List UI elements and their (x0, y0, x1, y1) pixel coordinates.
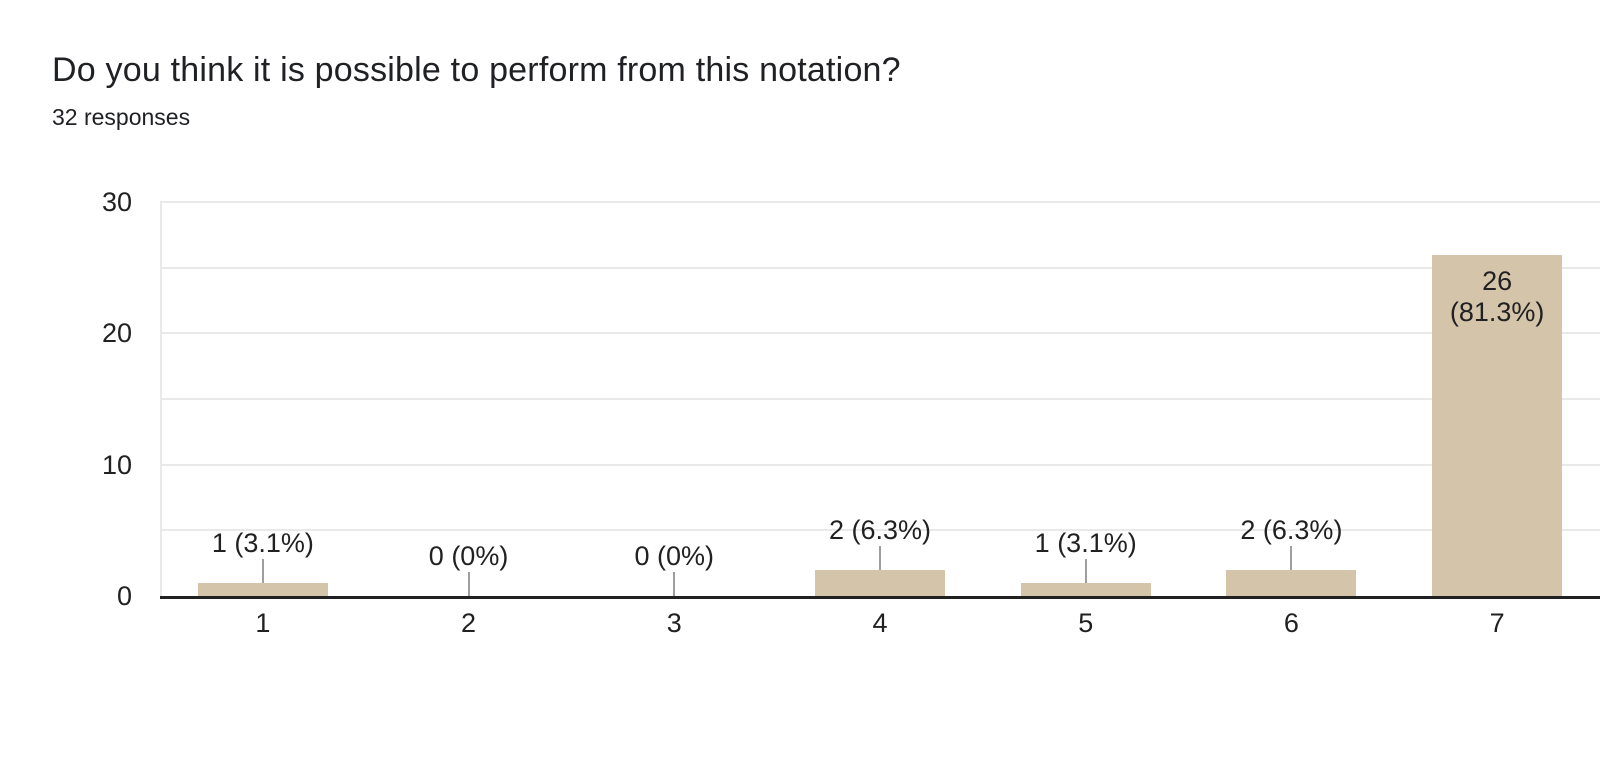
x-axis-tick-label: 3 (666, 608, 682, 638)
annotation-stem (467, 572, 470, 596)
x-axis-tick-label: 6 (1283, 608, 1299, 638)
gridline (160, 266, 1600, 269)
annotation-stem (1290, 545, 1293, 570)
x-axis-tick-label: 4 (872, 608, 888, 638)
bar-annotation: 0 (0%) (359, 541, 579, 596)
gridline (160, 463, 1600, 466)
bar-category-5[interactable] (1020, 582, 1151, 596)
bar-value-label: 1 (3.1%) (1034, 527, 1137, 558)
response-count: 32 responses (52, 104, 191, 130)
bar-category-7[interactable]: 26 (81.3%) (1432, 254, 1563, 596)
bar-annotation: 2 (6.3%) (1181, 515, 1401, 570)
bar-value-label: 2 (6.3%) (828, 514, 932, 545)
annotation-stem (673, 572, 676, 596)
bar-annotation: 0 (0%) (564, 541, 784, 596)
bar-category-4[interactable] (815, 569, 945, 596)
bar-value-label: 2 (6.3%) (1240, 514, 1343, 545)
x-axis-line (160, 596, 1600, 599)
bar-annotation: 2 (6.3%) (770, 515, 990, 570)
gridline (160, 398, 1600, 400)
x-axis-tick-label: 2 (461, 608, 477, 638)
y-axis-tick-label: 20 (101, 318, 132, 349)
question-title: Do you think it is possible to perform f… (52, 51, 901, 89)
x-axis-tick-label: 5 (1078, 608, 1094, 638)
bar-category-6[interactable] (1226, 569, 1357, 596)
bar-value-label: 1 (3.1%) (211, 527, 314, 558)
bar-value-label-line: (81.3%) (1449, 296, 1545, 327)
bar-annotation: 1 (3.1%) (976, 528, 1196, 583)
gridline (160, 529, 1600, 532)
bar-value-label: 26 (81.3%) (1432, 266, 1562, 328)
y-axis-tick-label: 10 (101, 449, 132, 480)
plot-area: 1 (3.1%) 0 (0%) 0 (0%) 2 (6.3%) 1 (3.1%) 2 (6… (160, 201, 1600, 599)
y-axis-tick-label: 0 (116, 581, 132, 611)
bar-value-label-line: 26 (1482, 265, 1513, 296)
bar-value-label: 0 (0%) (634, 541, 715, 571)
annotation-stem (1084, 558, 1087, 583)
gridline (160, 201, 1600, 203)
y-axis-tick-label: 30 (101, 187, 132, 217)
bar-category-1[interactable] (197, 582, 328, 596)
annotation-stem (261, 558, 264, 583)
bar-value-label: 0 (0%) (428, 541, 509, 571)
gridline (160, 332, 1600, 335)
x-axis-tick-label: 7 (1489, 608, 1505, 638)
bar-annotation: 1 (3.1%) (153, 528, 373, 583)
annotation-stem (879, 545, 881, 570)
x-axis-tick-label: 1 (255, 608, 271, 638)
